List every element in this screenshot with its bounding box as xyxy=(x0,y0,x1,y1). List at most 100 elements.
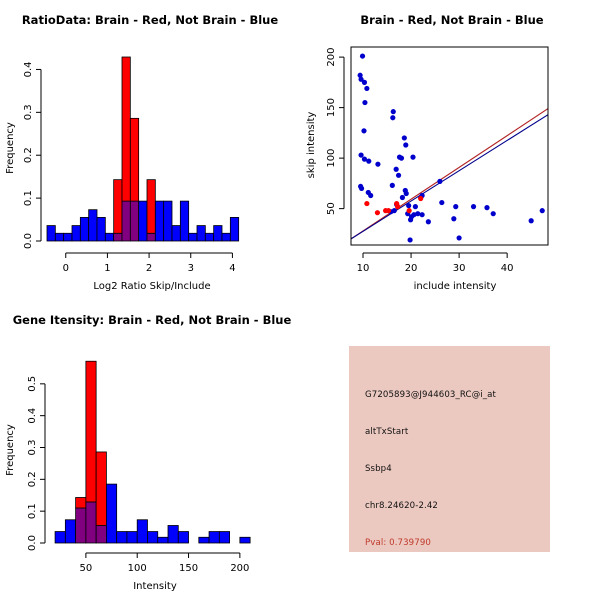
histogram-bar-notbrain xyxy=(116,531,128,544)
scatter-point-notbrain xyxy=(362,99,368,106)
scatter-point-notbrain xyxy=(412,204,418,210)
scatter-svg: Brain - Red, Not Brain - Blue 10 20 30 40 50… xyxy=(306,13,549,292)
histogram-bar-overlap xyxy=(95,525,107,544)
scatter-point-notbrain xyxy=(389,182,395,188)
probe-id-text: G7205893@J944603_RC@i_at xyxy=(365,390,497,400)
histogram-bar-notbrain xyxy=(147,531,159,544)
ratio-histogram-y-tick-label: 0.2 xyxy=(23,147,34,163)
histogram-bar-overlap xyxy=(113,232,123,242)
scatter-point-brain xyxy=(374,210,381,216)
ratio-histogram-axes: 0 1 2 3 4 0.0 0.1 0.2 0.3 0.4 xyxy=(23,61,236,274)
histogram-bar-brain xyxy=(113,179,123,234)
scatter-point-notbrain xyxy=(359,53,366,59)
scatter-x-tick-label: 30 xyxy=(453,263,466,274)
histogram-bar-notbrain xyxy=(126,531,138,544)
histogram-bar-notbrain xyxy=(63,232,73,242)
histogram-bar-notbrain xyxy=(138,200,148,242)
scatter-ylabel: skip intensity xyxy=(306,112,317,179)
scatter-point-notbrain xyxy=(528,218,534,224)
histogram-bar-notbrain xyxy=(71,225,81,242)
histogram-bar-notbrain xyxy=(198,536,210,544)
histogram-bar-notbrain xyxy=(54,531,66,544)
histogram-bar-overlap xyxy=(85,501,97,544)
scatter-xlabel: include intensity xyxy=(414,281,497,292)
gene-info-panel: G7205893@J944603_RC@i_at altTxStart Ssbp… xyxy=(349,346,550,552)
scatter-point-notbrain xyxy=(410,154,416,160)
panel-ratio-histogram: RatioData: Brain - Red, Not Brain - Blue… xyxy=(0,0,300,300)
locus-text: chr8.24620-2.42 xyxy=(365,501,438,511)
gene-histogram-x-tick-label: 150 xyxy=(179,563,198,574)
ratio-histogram-bars xyxy=(46,56,240,242)
scatter-point-notbrain xyxy=(361,156,368,162)
scatter-point-notbrain xyxy=(451,216,457,222)
scatter-point-notbrain xyxy=(437,178,443,184)
scatter-axes: 10 20 30 40 50 100 150 200 xyxy=(326,48,514,274)
scatter-point-brain xyxy=(418,195,424,202)
scatter-point-notbrain xyxy=(398,155,405,161)
scatter-fit-line xyxy=(351,114,548,240)
gene-histogram-bars xyxy=(54,360,251,544)
gene-histogram-x-tick-label: 50 xyxy=(80,563,93,574)
scatter-point-notbrain xyxy=(425,219,431,225)
scatter-point-notbrain xyxy=(361,79,368,85)
histogram-bar-notbrain xyxy=(218,531,231,544)
scatter-point-notbrain xyxy=(358,76,364,82)
ratio-histogram-x-tick-label: 1 xyxy=(104,263,110,274)
histogram-bar-notbrain xyxy=(167,525,179,544)
histogram-bar-brain xyxy=(129,117,140,202)
ratio-histogram-svg: RatioData: Brain - Red, Not Brain - Blue… xyxy=(5,13,278,292)
histogram-bar-overlap xyxy=(146,232,156,242)
scatter-point-notbrain xyxy=(408,214,415,220)
scatter-point-notbrain xyxy=(484,205,490,211)
ratio-histogram-xlabel: Log2 Ratio Skip/Include xyxy=(93,281,210,292)
gene-histogram-x-tick-label: 100 xyxy=(128,563,147,574)
scatter-point-notbrain xyxy=(361,128,367,134)
histogram-bar-notbrain xyxy=(239,536,251,544)
histogram-bar-brain xyxy=(95,451,107,526)
scatter-y-tick-label: 200 xyxy=(326,48,337,67)
gene-histogram-svg: Gene Itensity: Brain - Red, Not Brain - … xyxy=(5,313,292,592)
scatter-point-notbrain xyxy=(390,109,396,115)
histogram-bar-overlap xyxy=(121,200,131,242)
histogram-bar-notbrain xyxy=(46,225,56,242)
scatter-y-tick-label: 100 xyxy=(326,149,337,168)
scatter-point-notbrain xyxy=(368,192,374,199)
scatter-plot-box xyxy=(350,46,549,246)
ratio-histogram-y-tick-label: 0.1 xyxy=(23,190,34,206)
histogram-bar-notbrain xyxy=(88,209,98,242)
histogram-bar-notbrain xyxy=(188,232,198,242)
histogram-bar-brain xyxy=(121,56,131,202)
scatter-x-tick-label: 10 xyxy=(357,263,370,274)
scatter-title: Brain - Red, Not Brain - Blue xyxy=(360,13,543,27)
gene-histogram-y-tick-label: 0.2 xyxy=(27,471,38,487)
scatter-point-notbrain xyxy=(403,190,409,197)
gene-histogram-ylabel: Frequency xyxy=(5,424,16,476)
scatter-point-brain xyxy=(406,208,412,214)
scatter-point-brain xyxy=(364,200,370,207)
histogram-bar-notbrain xyxy=(157,536,169,544)
scatter-points-group xyxy=(351,53,548,243)
gene-histogram-axes: 50 100 150 200 0.0 0.1 0.2 0.3 0.4 0.5 xyxy=(27,376,249,574)
histogram-bar-notbrain xyxy=(64,519,77,544)
scatter-point-notbrain xyxy=(453,204,459,210)
ratio-histogram-ylabel: Frequency xyxy=(5,122,16,174)
ratio-histogram-x-tick-label: 0 xyxy=(63,263,69,274)
histogram-bar-brain xyxy=(146,179,156,234)
histogram-bar-notbrain xyxy=(229,217,240,242)
event-type-text: altTxStart xyxy=(365,427,409,437)
ratio-histogram-x-tick-label: 4 xyxy=(229,263,235,274)
histogram-bar-notbrain xyxy=(208,531,220,544)
scatter-x-tick-label: 40 xyxy=(501,263,514,274)
gene-histogram-y-tick-label: 0.5 xyxy=(27,376,38,392)
scatter-point-notbrain xyxy=(395,172,402,178)
histogram-bar-notbrain xyxy=(54,232,65,242)
histogram-bar-notbrain xyxy=(136,519,148,544)
gene-symbol-text: Ssbp4 xyxy=(365,464,392,474)
gene-histogram-title: Gene Itensity: Brain - Red, Not Brain - … xyxy=(13,313,292,327)
scatter-point-notbrain xyxy=(401,135,407,141)
scatter-fit-line xyxy=(351,108,548,240)
scatter-point-notbrain xyxy=(358,152,364,158)
histogram-bar-notbrain xyxy=(177,531,189,544)
ratio-histogram-x-tick-label: 2 xyxy=(146,263,152,274)
